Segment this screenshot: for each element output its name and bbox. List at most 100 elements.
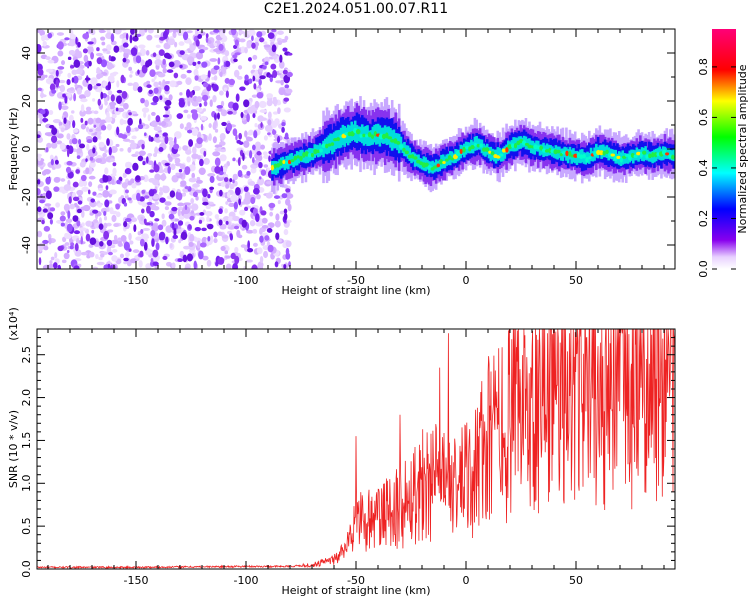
- snr-series-line: [37, 329, 675, 569]
- noise-speckle: [138, 260, 143, 268]
- noise-speckle: [267, 29, 272, 33]
- noise-speckle: [214, 165, 221, 174]
- noise-speckle: [87, 41, 94, 45]
- noise-speckle: [137, 155, 144, 162]
- noise-speckle: [81, 222, 85, 227]
- signal-peak: [381, 133, 386, 140]
- signal-band: [387, 126, 390, 145]
- noise-speckle: [182, 145, 189, 151]
- signal-peak: [479, 143, 483, 148]
- noise-speckle: [219, 154, 227, 162]
- noise-speckle: [136, 192, 141, 202]
- noise-speckle: [60, 211, 66, 216]
- noise-speckle: [141, 143, 145, 150]
- noise-speckle: [175, 191, 180, 199]
- signal-peak: [668, 154, 672, 159]
- noise-speckle: [287, 52, 293, 56]
- noise-speckle: [110, 33, 115, 43]
- noise-speckle: [208, 201, 214, 205]
- noise-speckle: [195, 179, 203, 184]
- noise-speckle: [209, 99, 213, 107]
- noise-speckle: [202, 94, 209, 102]
- signal-peak: [624, 153, 630, 158]
- signal-peak: [402, 147, 406, 152]
- noise-speckle: [278, 60, 285, 69]
- signal-peak: [279, 159, 283, 166]
- noise-speckle: [151, 111, 156, 116]
- noise-speckle: [162, 58, 166, 65]
- noise-speckle: [264, 235, 270, 241]
- noise-speckle: [64, 242, 70, 246]
- noise-speckle: [263, 135, 268, 141]
- noise-speckle: [267, 32, 275, 39]
- noise-speckle: [53, 186, 60, 192]
- noise-speckle: [75, 169, 80, 174]
- noise-speckle: [162, 185, 166, 192]
- noise-speckle: [221, 134, 225, 142]
- noise-speckle: [42, 118, 49, 123]
- noise-speckle: [129, 128, 136, 133]
- noise-speckle: [155, 242, 160, 251]
- noise-speckle: [159, 187, 163, 192]
- noise-speckle: [153, 126, 162, 132]
- noise-speckle: [227, 221, 232, 228]
- noise-speckle: [178, 169, 183, 173]
- noise-speckle: [116, 179, 121, 185]
- noise-speckle: [44, 132, 51, 136]
- noise-speckle: [135, 175, 141, 181]
- noise-speckle: [256, 31, 263, 38]
- noise-speckle: [111, 113, 117, 119]
- noise-speckle: [266, 99, 273, 107]
- signal-peak: [548, 147, 552, 154]
- y-axis-label: SNR (10 * v/v): [7, 410, 20, 488]
- noise-speckle: [243, 265, 247, 269]
- noise-speckle: [219, 90, 224, 96]
- signal-band: [413, 153, 417, 167]
- noise-speckle: [152, 261, 159, 267]
- noise-speckle: [286, 71, 293, 78]
- noise-speckle: [89, 212, 94, 216]
- noise-speckle: [147, 160, 154, 166]
- noise-speckle: [236, 75, 243, 80]
- noise-speckle: [215, 261, 219, 267]
- noise-speckle: [152, 249, 159, 258]
- noise-speckle: [99, 253, 105, 258]
- noise-speckle: [130, 110, 137, 115]
- signal-peak: [513, 143, 518, 149]
- noise-speckle: [259, 109, 267, 113]
- noise-speckle: [253, 187, 260, 195]
- noise-speckle: [125, 33, 129, 41]
- noise-speckle: [133, 224, 137, 233]
- noise-speckle: [254, 100, 260, 109]
- noise-speckle: [158, 81, 162, 86]
- noise-speckle: [209, 235, 214, 241]
- x-tick-label: -150: [124, 574, 149, 587]
- signal-band: [595, 143, 598, 158]
- noise-speckle: [141, 208, 145, 214]
- noise-speckle: [194, 226, 202, 232]
- noise-speckle: [72, 196, 80, 202]
- noise-speckle: [192, 191, 198, 198]
- noise-speckle: [238, 132, 243, 140]
- noise-speckle: [239, 38, 246, 43]
- signal-peak: [455, 150, 461, 157]
- noise-speckle: [109, 189, 117, 195]
- noise-speckle: [82, 204, 91, 212]
- noise-speckle: [273, 195, 281, 199]
- noise-speckle: [260, 210, 267, 216]
- noise-speckle: [171, 206, 178, 212]
- noise-speckle: [55, 79, 60, 88]
- noise-speckle: [145, 60, 150, 68]
- noise-speckle: [116, 80, 120, 88]
- noise-speckle: [174, 41, 178, 48]
- noise-speckle: [111, 178, 115, 185]
- noise-speckle: [220, 181, 226, 187]
- noise-speckle: [132, 249, 140, 254]
- noise-speckle: [177, 220, 184, 226]
- noise-speckle: [140, 216, 144, 222]
- noise-speckle: [85, 233, 91, 242]
- noise-speckle: [275, 232, 280, 240]
- signal-peak: [607, 152, 612, 158]
- noise-speckle: [90, 77, 98, 86]
- noise-speckle: [205, 210, 213, 217]
